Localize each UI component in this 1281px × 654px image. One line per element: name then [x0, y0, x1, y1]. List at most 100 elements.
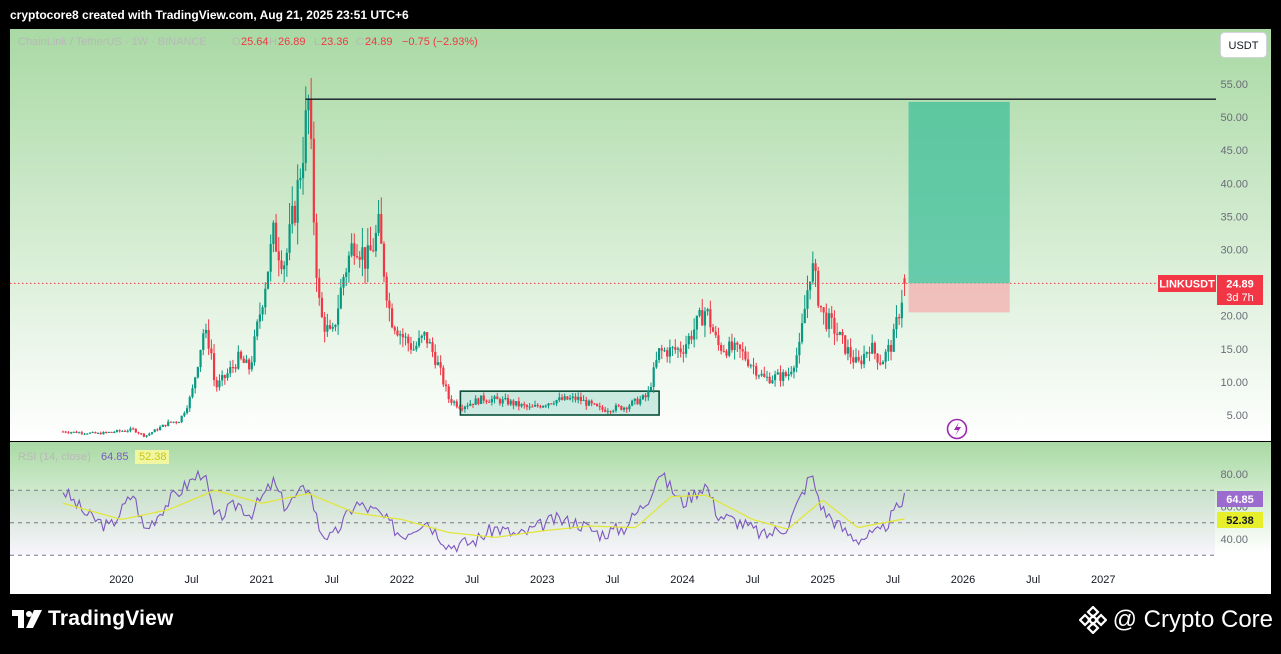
time-tick-label: Jul [185, 574, 199, 586]
candle-body [258, 314, 262, 322]
candle-body [426, 331, 429, 344]
candle-body [194, 377, 197, 389]
candle-body [129, 428, 132, 431]
time-tick-label: Jul [886, 574, 900, 586]
currency-button[interactable]: USDT [1220, 32, 1267, 58]
candle-body [587, 400, 591, 406]
ohlc-open: 25.64 [241, 36, 269, 48]
price-tick-label: 5.00 [1227, 410, 1248, 422]
candle-body [180, 415, 183, 423]
time-tick-label: 2025 [810, 574, 834, 586]
range-rectangle[interactable] [459, 390, 660, 416]
candle-body [776, 372, 779, 375]
candle-body [304, 110, 307, 164]
candle-body [315, 222, 318, 278]
rsi-legend-name[interactable]: RSI (14, close) [18, 451, 91, 463]
candle-body [177, 422, 181, 424]
price-tick-label: 40.00 [1220, 178, 1248, 190]
candle-body [795, 355, 798, 368]
candle-body [88, 432, 92, 434]
candle-body [873, 342, 876, 354]
candle-body [299, 178, 302, 181]
candle-body [657, 348, 661, 360]
candle-body [709, 309, 712, 328]
time-tick-label: 2023 [530, 574, 554, 586]
target-zone[interactable] [908, 101, 1010, 284]
symbol-legend[interactable]: ChainLink / TetherUS · 1W · BINANCE [18, 36, 207, 48]
candle-body [126, 430, 129, 432]
candle-body [779, 372, 782, 381]
price-tick-label: 55.00 [1220, 79, 1248, 91]
candle-body [720, 345, 723, 351]
candle-body [620, 405, 623, 410]
chart-frame[interactable]: 5.0010.0015.0020.0025.0030.0035.0040.004… [10, 29, 1271, 594]
candle-body [153, 429, 156, 433]
accumulation-box[interactable] [459, 390, 660, 416]
candle-body [185, 408, 189, 413]
candle-body [744, 351, 747, 360]
candle-body [385, 276, 388, 301]
candle-body [285, 252, 288, 266]
price-tick-label: 35.00 [1220, 211, 1248, 223]
candle-body [644, 395, 647, 398]
ohlc-close-label: C [356, 36, 364, 48]
candle-body [212, 353, 216, 381]
stop-zone[interactable] [908, 283, 1010, 313]
candle-body [434, 351, 437, 365]
candle-body [288, 224, 291, 253]
chart-svg[interactable]: 5.0010.0015.0020.0025.0030.0035.0040.004… [10, 29, 1271, 594]
candle-body [568, 397, 572, 400]
candle-body [647, 390, 650, 398]
candle-body [412, 349, 415, 351]
candle-body [161, 424, 164, 427]
candle-body [854, 357, 858, 363]
candle-body [396, 330, 399, 336]
candle-body [493, 396, 496, 400]
svg-text:52.38: 52.38 [1226, 515, 1254, 527]
ohlc-high: 26.89 [278, 36, 306, 48]
candle-body [301, 163, 305, 179]
time-axis[interactable]: 2020 Jul 2021 Jul 2022 Jul 2023 Jul 2024 Jul 2025 J… [109, 574, 1115, 586]
ohlc-low-label: L [314, 36, 320, 48]
candle-body [749, 365, 752, 367]
tradingview-logo[interactable]: TradingView [12, 607, 174, 631]
candle-body [747, 359, 750, 366]
candle-body [436, 362, 440, 365]
candle-body [218, 380, 221, 388]
candle-body [280, 260, 283, 270]
long-position-tool[interactable] [908, 101, 1010, 313]
candle-body [814, 263, 817, 271]
candle-body [339, 287, 342, 309]
candle-body [393, 327, 396, 331]
candle-body [895, 317, 898, 330]
candle-body [196, 367, 199, 378]
candle-body [353, 243, 356, 257]
candle-body [639, 399, 642, 405]
candle-body [525, 405, 529, 407]
candle-body [366, 245, 369, 269]
candle-body [579, 396, 582, 401]
candle-body [159, 426, 162, 431]
candle-body [728, 341, 731, 356]
candle-body [148, 433, 151, 436]
candle-body [113, 431, 116, 433]
candle-body [860, 360, 863, 365]
price-axis[interactable]: 5.0010.0015.0020.0025.0030.0035.0040.004… [1220, 79, 1248, 422]
candle-body [811, 263, 814, 282]
candle-body [552, 403, 556, 405]
candle-body [175, 421, 178, 423]
flash-icon[interactable] [946, 418, 968, 440]
candle-body [361, 247, 364, 260]
candle-body [337, 308, 340, 325]
candle-body [663, 350, 666, 352]
rsi-legend-ma: 52.38 [139, 451, 167, 463]
candle-body [226, 373, 229, 378]
candle-body [444, 384, 448, 387]
svg-text:64.85: 64.85 [1226, 494, 1254, 506]
candle-body [474, 398, 477, 405]
candle-body [736, 342, 739, 345]
candle-body [887, 344, 890, 352]
rsi-lines [62, 469, 906, 553]
candle-body [372, 250, 375, 252]
